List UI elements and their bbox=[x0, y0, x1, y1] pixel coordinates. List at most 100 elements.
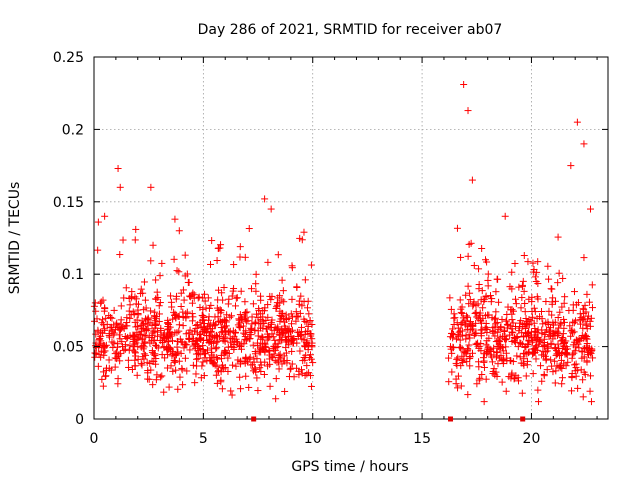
data-point bbox=[160, 388, 168, 396]
data-point bbox=[252, 270, 260, 278]
data-point bbox=[153, 288, 161, 296]
data-point bbox=[296, 234, 304, 242]
data-point bbox=[524, 329, 532, 337]
data-point bbox=[236, 373, 244, 381]
data-point bbox=[579, 376, 587, 384]
data-point bbox=[199, 358, 207, 366]
data-point bbox=[163, 346, 171, 354]
data-point bbox=[119, 236, 127, 244]
data-point bbox=[305, 369, 313, 377]
data-point bbox=[116, 335, 124, 343]
data-point bbox=[583, 339, 591, 347]
data-point bbox=[167, 292, 175, 300]
data-point bbox=[580, 305, 588, 313]
data-point bbox=[462, 350, 470, 358]
data-point bbox=[95, 335, 103, 343]
data-point bbox=[173, 267, 181, 275]
data-point bbox=[227, 387, 235, 395]
zero-markers bbox=[251, 416, 526, 422]
data-point bbox=[126, 301, 134, 309]
data-point bbox=[220, 284, 228, 292]
data-point bbox=[128, 365, 136, 373]
data-point bbox=[560, 318, 568, 326]
data-point bbox=[453, 224, 461, 232]
data-point bbox=[288, 262, 296, 270]
y-tick-label: 0.2 bbox=[62, 122, 84, 138]
data-point bbox=[161, 354, 169, 362]
data-point bbox=[306, 351, 314, 359]
data-point bbox=[483, 350, 491, 358]
data-point bbox=[221, 348, 229, 356]
data-point bbox=[503, 317, 511, 325]
data-point bbox=[91, 353, 99, 361]
data-point bbox=[480, 363, 488, 371]
data-point bbox=[252, 287, 260, 295]
data-point bbox=[177, 289, 185, 297]
data-point bbox=[547, 339, 555, 347]
data-point bbox=[448, 368, 456, 376]
data-point bbox=[238, 345, 246, 353]
data-point bbox=[560, 360, 568, 368]
data-point bbox=[236, 243, 244, 251]
data-point bbox=[199, 324, 207, 332]
data-point bbox=[582, 321, 590, 329]
data-point bbox=[452, 335, 460, 343]
data-point bbox=[120, 324, 128, 332]
data-point bbox=[264, 362, 272, 370]
data-point bbox=[121, 333, 129, 341]
data-point bbox=[254, 387, 262, 395]
data-point bbox=[159, 334, 167, 342]
data-point bbox=[223, 311, 231, 319]
data-point bbox=[239, 322, 247, 330]
data-point bbox=[502, 387, 510, 395]
data-point bbox=[243, 308, 251, 316]
data-point bbox=[198, 311, 206, 319]
data-point bbox=[575, 344, 583, 352]
data-point bbox=[213, 355, 221, 363]
data-point bbox=[501, 336, 509, 344]
data-point bbox=[286, 328, 294, 336]
data-point bbox=[304, 304, 312, 312]
data-point bbox=[300, 228, 308, 236]
data-point bbox=[500, 326, 508, 334]
data-point bbox=[152, 376, 160, 384]
data-point bbox=[267, 296, 275, 304]
data-point bbox=[160, 329, 168, 337]
data-point bbox=[219, 296, 227, 304]
data-point bbox=[158, 259, 166, 267]
data-point bbox=[208, 237, 216, 245]
data-point bbox=[504, 321, 512, 329]
data-point bbox=[452, 375, 460, 383]
data-point bbox=[454, 354, 462, 362]
data-point bbox=[164, 316, 172, 324]
data-point bbox=[252, 368, 260, 376]
data-point bbox=[493, 372, 501, 380]
data-point bbox=[298, 302, 306, 310]
data-point bbox=[580, 333, 588, 341]
data-point bbox=[134, 306, 142, 314]
data-point bbox=[177, 302, 185, 310]
data-point bbox=[267, 319, 275, 327]
data-point bbox=[508, 268, 516, 276]
data-point bbox=[219, 334, 227, 342]
data-point bbox=[554, 340, 562, 348]
data-point bbox=[172, 295, 180, 303]
data-point bbox=[272, 395, 280, 403]
data-point bbox=[568, 387, 576, 395]
data-point bbox=[281, 387, 289, 395]
data-point bbox=[252, 350, 260, 358]
data-point bbox=[102, 364, 110, 372]
data-point bbox=[219, 318, 227, 326]
data-point bbox=[517, 359, 525, 367]
data-point bbox=[506, 283, 514, 291]
data-point bbox=[510, 375, 518, 383]
data-point bbox=[213, 362, 221, 370]
data-point bbox=[544, 344, 552, 352]
data-point bbox=[552, 367, 560, 375]
data-point bbox=[276, 317, 284, 325]
data-point bbox=[463, 358, 471, 366]
data-point bbox=[252, 318, 260, 326]
data-point bbox=[466, 362, 474, 370]
data-point bbox=[561, 293, 569, 301]
data-point bbox=[518, 294, 526, 302]
